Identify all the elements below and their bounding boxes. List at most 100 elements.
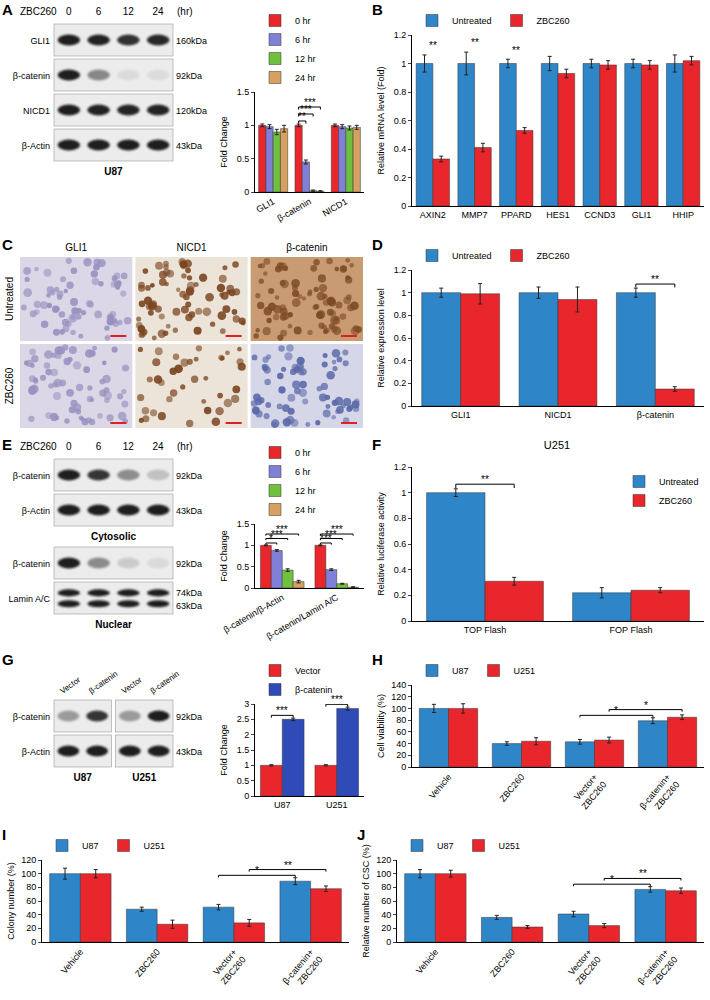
svg-text:12: 12 <box>123 441 135 452</box>
svg-text:40: 40 <box>396 739 406 749</box>
svg-text:C: C <box>2 236 13 253</box>
svg-text:HES1: HES1 <box>546 210 570 220</box>
svg-text:0: 0 <box>244 791 249 801</box>
svg-text:GLI1: GLI1 <box>65 242 87 253</box>
svg-text:ZBC260: ZBC260 <box>20 441 57 452</box>
svg-text:1.5: 1.5 <box>237 519 250 529</box>
svg-text:80: 80 <box>381 882 391 892</box>
svg-text:FOP Flash: FOP Flash <box>610 625 653 635</box>
svg-text:U87: U87 <box>74 772 93 783</box>
svg-text:β-catenin: β-catenin <box>286 242 327 253</box>
svg-text:ZBC260: ZBC260 <box>498 772 527 804</box>
svg-text:(hr): (hr) <box>177 441 193 452</box>
svg-text:1: 1 <box>401 288 406 298</box>
svg-text:Cytosolic: Cytosolic <box>91 531 136 542</box>
svg-text:1.2: 1.2 <box>394 30 407 40</box>
svg-text:120: 120 <box>376 855 391 865</box>
svg-text:β-catenin: β-catenin <box>13 559 50 569</box>
svg-text:1.5: 1.5 <box>237 87 250 97</box>
svg-text:0 hr: 0 hr <box>295 16 311 26</box>
svg-text:0.5: 0.5 <box>237 562 250 572</box>
svg-text:60: 60 <box>26 896 36 906</box>
svg-text:NICD1: NICD1 <box>321 196 349 218</box>
svg-text:**: ** <box>481 474 489 485</box>
svg-text:1: 1 <box>401 488 406 498</box>
svg-text:Fold Change: Fold Change <box>219 116 229 168</box>
svg-text:***: *** <box>276 705 288 716</box>
svg-text:60: 60 <box>396 727 406 737</box>
svg-text:*: * <box>614 705 618 716</box>
svg-text:Vector+ZBC260: Vector+ZBC260 <box>565 947 603 986</box>
svg-text:*: * <box>644 700 648 711</box>
svg-text:G: G <box>2 651 14 668</box>
svg-text:2.5: 2.5 <box>237 714 250 724</box>
svg-text:***: *** <box>331 524 343 535</box>
svg-text:β-catenin/β-Actin: β-catenin/β-Actin <box>222 592 286 635</box>
svg-text:*: * <box>610 874 614 885</box>
svg-text:β-catenin+ZBC260: β-catenin+ZBC260 <box>281 947 325 993</box>
svg-text:0.5: 0.5 <box>237 154 250 164</box>
svg-text:ZBC260: ZBC260 <box>4 367 15 404</box>
svg-text:A: A <box>2 1 13 18</box>
svg-text:0 hr: 0 hr <box>295 448 311 458</box>
svg-text:PPARD: PPARD <box>501 210 532 220</box>
svg-text:β-catenin: β-catenin <box>13 712 50 722</box>
svg-text:Lamin A/C: Lamin A/C <box>8 594 50 604</box>
svg-text:1: 1 <box>244 760 249 770</box>
svg-text:ZBC260: ZBC260 <box>488 947 517 979</box>
svg-text:β-catenin+ZBC260: β-catenin+ZBC260 <box>638 772 682 818</box>
svg-text:Vector+ZBC260: Vector+ZBC260 <box>210 947 248 986</box>
svg-text:β-catenin: β-catenin <box>295 685 332 695</box>
svg-text:92kDa: 92kDa <box>176 559 202 569</box>
svg-text:0.8: 0.8 <box>394 87 407 97</box>
svg-text:GLI1: GLI1 <box>451 410 471 420</box>
svg-text:β-Actin: β-Actin <box>22 141 50 151</box>
svg-text:β-catenin/Lamin A/C: β-catenin/Lamin A/C <box>265 592 341 642</box>
svg-text:100: 100 <box>21 869 36 879</box>
svg-text:0.2: 0.2 <box>394 590 407 600</box>
svg-text:β-Actin: β-Actin <box>22 747 50 757</box>
svg-text:Fold Change: Fold Change <box>219 724 229 776</box>
svg-text:MMP7: MMP7 <box>462 210 488 220</box>
svg-text:ZBC260: ZBC260 <box>20 6 57 17</box>
svg-text:0.6: 0.6 <box>394 116 407 126</box>
svg-text:ZBC260: ZBC260 <box>133 947 162 979</box>
svg-text:**: ** <box>471 37 479 48</box>
svg-text:24 hr: 24 hr <box>295 73 316 83</box>
svg-text:74kDa: 74kDa <box>176 588 202 598</box>
svg-text:ZBC260: ZBC260 <box>659 496 692 506</box>
svg-text:1.5: 1.5 <box>237 745 250 755</box>
svg-text:NICD1: NICD1 <box>23 106 50 116</box>
svg-text:Vehicle: Vehicle <box>59 947 85 976</box>
svg-text:60: 60 <box>381 896 391 906</box>
svg-text:U87: U87 <box>437 841 454 851</box>
svg-text:0.4: 0.4 <box>394 356 407 366</box>
svg-text:0.6: 0.6 <box>394 333 407 343</box>
svg-text:1: 1 <box>244 120 249 130</box>
svg-text:0.5: 0.5 <box>237 776 250 786</box>
svg-text:Relative luciferase activity: Relative luciferase activity <box>376 492 386 596</box>
svg-text:92kDa: 92kDa <box>176 471 202 481</box>
svg-text:Untreated: Untreated <box>452 16 492 26</box>
svg-text:20: 20 <box>396 750 406 760</box>
svg-text:**: ** <box>429 40 437 51</box>
svg-text:U251: U251 <box>514 666 536 676</box>
svg-text:β-Actin: β-Actin <box>22 506 50 516</box>
svg-text:U87: U87 <box>82 841 99 851</box>
svg-text:NICD1: NICD1 <box>544 410 571 420</box>
svg-text:20: 20 <box>26 923 36 933</box>
svg-text:0.8: 0.8 <box>394 513 407 523</box>
svg-text:0: 0 <box>386 937 391 947</box>
svg-text:1: 1 <box>401 59 406 69</box>
svg-text:Vector+ZBC260: Vector+ZBC260 <box>571 772 609 811</box>
svg-text:β-catenin+ZBC260: β-catenin+ZBC260 <box>636 947 680 993</box>
svg-text:**: ** <box>298 111 306 122</box>
svg-text:0: 0 <box>66 6 72 17</box>
svg-text:0.6: 0.6 <box>394 539 407 549</box>
svg-text:β-catenin: β-catenin <box>13 471 50 481</box>
svg-text:β-catenin: β-catenin <box>87 669 119 695</box>
svg-text:***: *** <box>300 104 312 115</box>
svg-text:*: * <box>269 533 273 544</box>
svg-text:Vector: Vector <box>295 666 321 676</box>
svg-text:43kDa: 43kDa <box>176 747 202 757</box>
